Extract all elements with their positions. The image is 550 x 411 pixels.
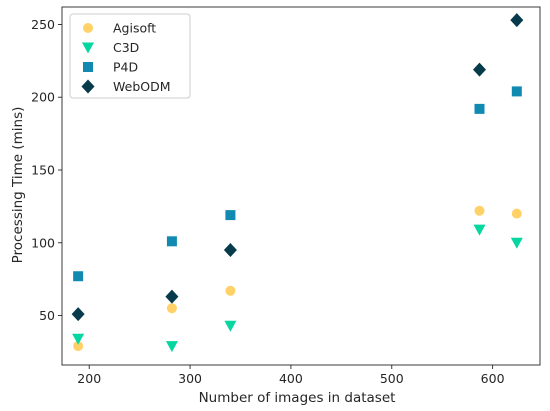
data-point xyxy=(474,205,485,216)
data-point xyxy=(224,320,237,332)
data-point xyxy=(473,224,486,236)
y-tick-label: 150 xyxy=(31,162,55,177)
data-point xyxy=(472,62,486,77)
series-agisoft xyxy=(73,205,522,352)
data-point xyxy=(474,103,485,114)
legend-item: WebODM xyxy=(81,79,171,94)
data-point xyxy=(73,271,84,282)
data-point xyxy=(165,341,178,353)
x-tick-label: 600 xyxy=(481,371,505,386)
data-point xyxy=(166,303,177,314)
series-webodm xyxy=(71,13,524,322)
x-tick-label: 200 xyxy=(77,371,101,386)
y-axis-title: Processing Time (mins) xyxy=(10,107,26,264)
plot-area xyxy=(61,6,541,366)
data-point xyxy=(510,237,523,249)
x-tick-label: 400 xyxy=(279,371,303,386)
legend-box xyxy=(69,13,191,99)
data-point xyxy=(166,236,177,247)
data-point xyxy=(72,333,85,345)
y-tick-label: 250 xyxy=(31,17,55,32)
data-points xyxy=(71,13,524,353)
legend-item: P4D xyxy=(83,60,138,75)
y-axis: 50 100 150 200 250 xyxy=(31,17,62,323)
series-c3d xyxy=(72,224,523,353)
y-tick-label: 200 xyxy=(31,90,55,105)
legend-item: Agisoft xyxy=(83,21,156,36)
legend-marker xyxy=(83,62,93,72)
data-point xyxy=(71,307,85,322)
y-tick-label: 100 xyxy=(31,235,55,250)
legend-label: Agisoft xyxy=(113,21,156,36)
legend-label: C3D xyxy=(113,40,139,55)
legend-marker xyxy=(83,23,93,33)
x-tick-label: 500 xyxy=(380,371,404,386)
series-p4d xyxy=(73,86,522,282)
data-point xyxy=(165,289,179,304)
legend-item: C3D xyxy=(82,40,139,55)
x-tick-label: 300 xyxy=(178,371,202,386)
x-axis: 200 300 400 500 600 xyxy=(77,365,505,386)
data-point xyxy=(511,86,522,97)
legend-label: P4D xyxy=(113,60,138,75)
legend-marker xyxy=(81,79,95,94)
y-tick-label: 50 xyxy=(39,308,55,323)
data-point xyxy=(225,285,236,296)
data-point xyxy=(511,208,522,219)
data-point xyxy=(225,210,236,221)
legend: Agisoft C3D P4D WebODM xyxy=(69,13,191,99)
plot-frame xyxy=(61,6,541,366)
legend-label: WebODM xyxy=(113,79,171,94)
data-point xyxy=(510,13,524,28)
legend-marker xyxy=(82,42,94,54)
data-point xyxy=(223,243,237,258)
x-axis-title: Number of images in dataset xyxy=(199,390,396,406)
data-point xyxy=(73,341,84,352)
